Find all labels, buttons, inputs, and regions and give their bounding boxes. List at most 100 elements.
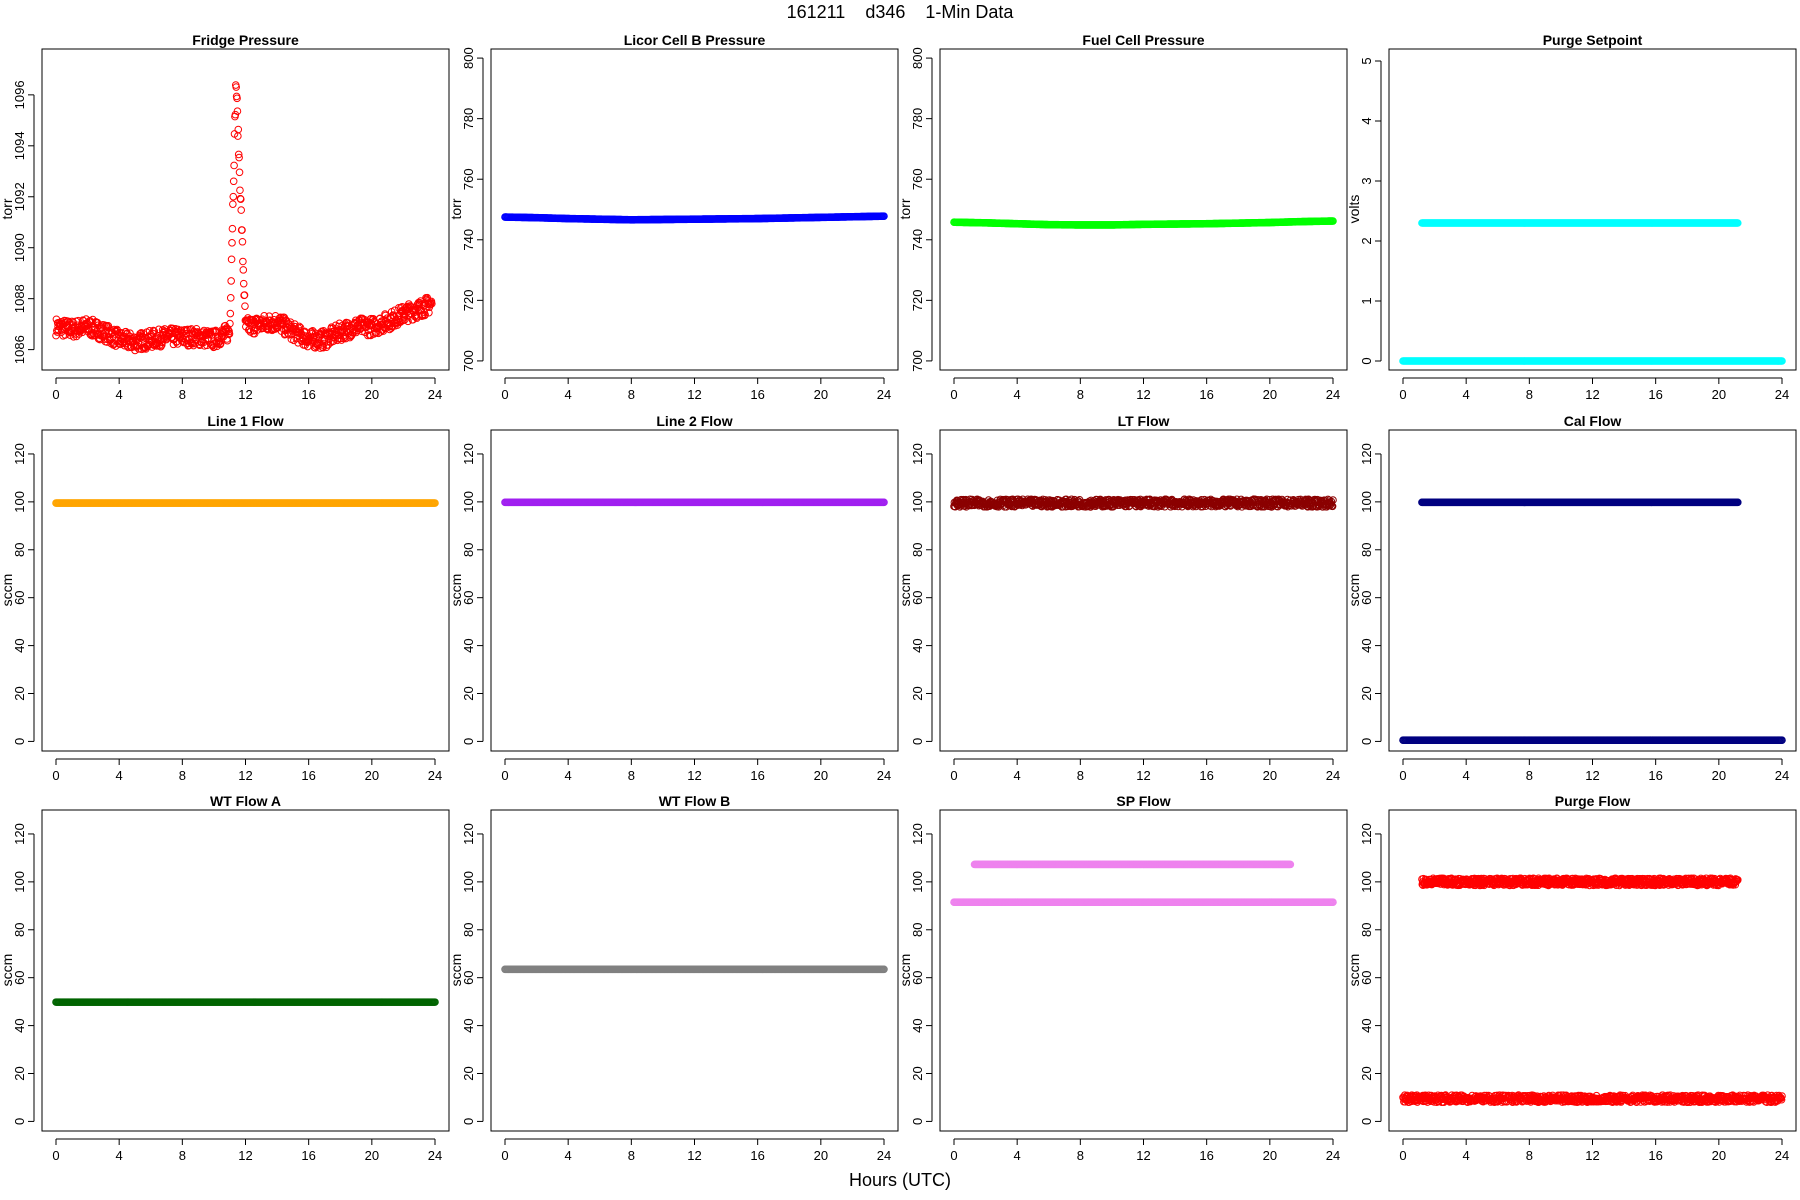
- data-point: [158, 338, 166, 347]
- y-tick-label: 100: [461, 491, 476, 513]
- y-axis-label: sccm: [448, 574, 464, 607]
- x-tick-label: 16: [750, 768, 764, 783]
- y-tick-label: 120: [461, 443, 476, 465]
- x-tick-label: 12: [1136, 387, 1150, 402]
- page-title: 161211 d346 1-Min Data: [786, 2, 1014, 22]
- data-point: [236, 195, 245, 203]
- y-tick-label: 1: [1359, 297, 1374, 304]
- y-tick-label: 100: [1359, 491, 1374, 513]
- data-point: [378, 326, 387, 334]
- x-tick-label: 4: [565, 768, 572, 783]
- y-tick-label: 1092: [12, 182, 27, 211]
- y-tick-label: 3: [1359, 177, 1374, 184]
- x-tick-label: 0: [52, 768, 59, 783]
- data-point: [239, 257, 247, 266]
- data-point: [228, 224, 237, 233]
- data-point: [227, 277, 235, 285]
- y-tick-label: 20: [1359, 686, 1374, 700]
- y-tick-label: 800: [461, 47, 476, 69]
- x-tick-label: 8: [1526, 768, 1533, 783]
- y-tick-label: 100: [12, 491, 27, 513]
- y-tick-label: 120: [12, 443, 27, 465]
- x-tick-label: 12: [1585, 387, 1599, 402]
- data-point: [225, 327, 233, 336]
- data-point: [64, 317, 72, 326]
- data-point: [239, 279, 248, 288]
- y-tick-label: 1094: [12, 131, 27, 160]
- data-point: [235, 168, 244, 177]
- y-tick-label: 40: [12, 638, 27, 652]
- data-points: [501, 498, 888, 507]
- data-point: [283, 329, 292, 337]
- panel-title: Fuel Cell Pressure: [1082, 32, 1204, 48]
- plot-frame: [939, 48, 1348, 371]
- plot-frame: [490, 48, 899, 371]
- x-tick-label: 20: [1263, 768, 1277, 783]
- data-point: [234, 125, 243, 134]
- y-tick-label: 760: [910, 168, 925, 190]
- data-point: [290, 320, 299, 328]
- plot-frame: [41, 48, 450, 371]
- y-tick-label: 80: [461, 543, 476, 557]
- y-tick-label: 740: [461, 229, 476, 251]
- panel-title: Fridge Pressure: [192, 32, 299, 48]
- x-tick-label: 4: [116, 768, 123, 783]
- data-point: [74, 316, 82, 325]
- x-tick-label: 8: [1077, 768, 1084, 783]
- y-axis-label: torr: [897, 198, 913, 219]
- x-tick-label: 24: [877, 387, 891, 402]
- y-tick-label: 80: [1359, 543, 1374, 557]
- y-tick-label: 40: [910, 638, 925, 652]
- data-point: [229, 200, 237, 208]
- y-tick-label: 4: [1359, 117, 1374, 124]
- y-tick-label: 20: [12, 686, 27, 700]
- data-point: [229, 192, 238, 201]
- x-tick-label: 16: [301, 387, 315, 402]
- x-tick-label: 24: [877, 768, 891, 783]
- data-point: [428, 299, 436, 308]
- x-tick-label: 24: [1775, 387, 1789, 402]
- x-tick-label: 4: [565, 387, 572, 402]
- panel-title: Line 1 Flow: [207, 413, 283, 429]
- x-tick-label: 12: [687, 768, 701, 783]
- x-tick-label: 4: [1463, 768, 1470, 783]
- data-point: [216, 339, 225, 348]
- data-point: [110, 325, 118, 334]
- data-point: [385, 322, 393, 331]
- data-point: [319, 327, 328, 335]
- data-point: [240, 291, 249, 299]
- data-point: [425, 308, 433, 317]
- data-point: [157, 341, 166, 349]
- data-point: [226, 309, 235, 318]
- data-point: [238, 226, 246, 234]
- x-tick-label: 4: [1014, 387, 1021, 402]
- plot-frame: [1388, 48, 1797, 371]
- x-tick-label: 8: [179, 768, 186, 783]
- y-axis-label: torr: [448, 198, 464, 219]
- y-tick-label: 0: [1359, 357, 1374, 364]
- x-tick-label: 4: [1014, 768, 1021, 783]
- x-tick-label: 16: [1648, 768, 1662, 783]
- y-tick-label: 1090: [12, 233, 27, 262]
- x-tick-label: 16: [301, 768, 315, 783]
- y-tick-label: 800: [910, 47, 925, 69]
- plot-frame: [939, 429, 1348, 752]
- data-point: [387, 324, 396, 332]
- x-tick-label: 16: [1199, 768, 1213, 783]
- panel-title: Cal Flow: [1564, 413, 1622, 429]
- x-tick-label: 8: [179, 387, 186, 402]
- y-axis-label: sccm: [0, 574, 15, 607]
- panel-title: Licor Cell B Pressure: [624, 32, 766, 48]
- y-tick-label: 5: [1359, 57, 1374, 64]
- x-tick-label: 24: [1326, 768, 1340, 783]
- y-axis-label: sccm: [1346, 574, 1362, 607]
- data-point: [233, 94, 241, 103]
- data-points: [52, 81, 436, 355]
- x-tick-label: 20: [365, 387, 379, 402]
- x-tick-label: 24: [1326, 387, 1340, 402]
- y-tick-label: 720: [461, 289, 476, 311]
- x-tick-label: 0: [501, 768, 508, 783]
